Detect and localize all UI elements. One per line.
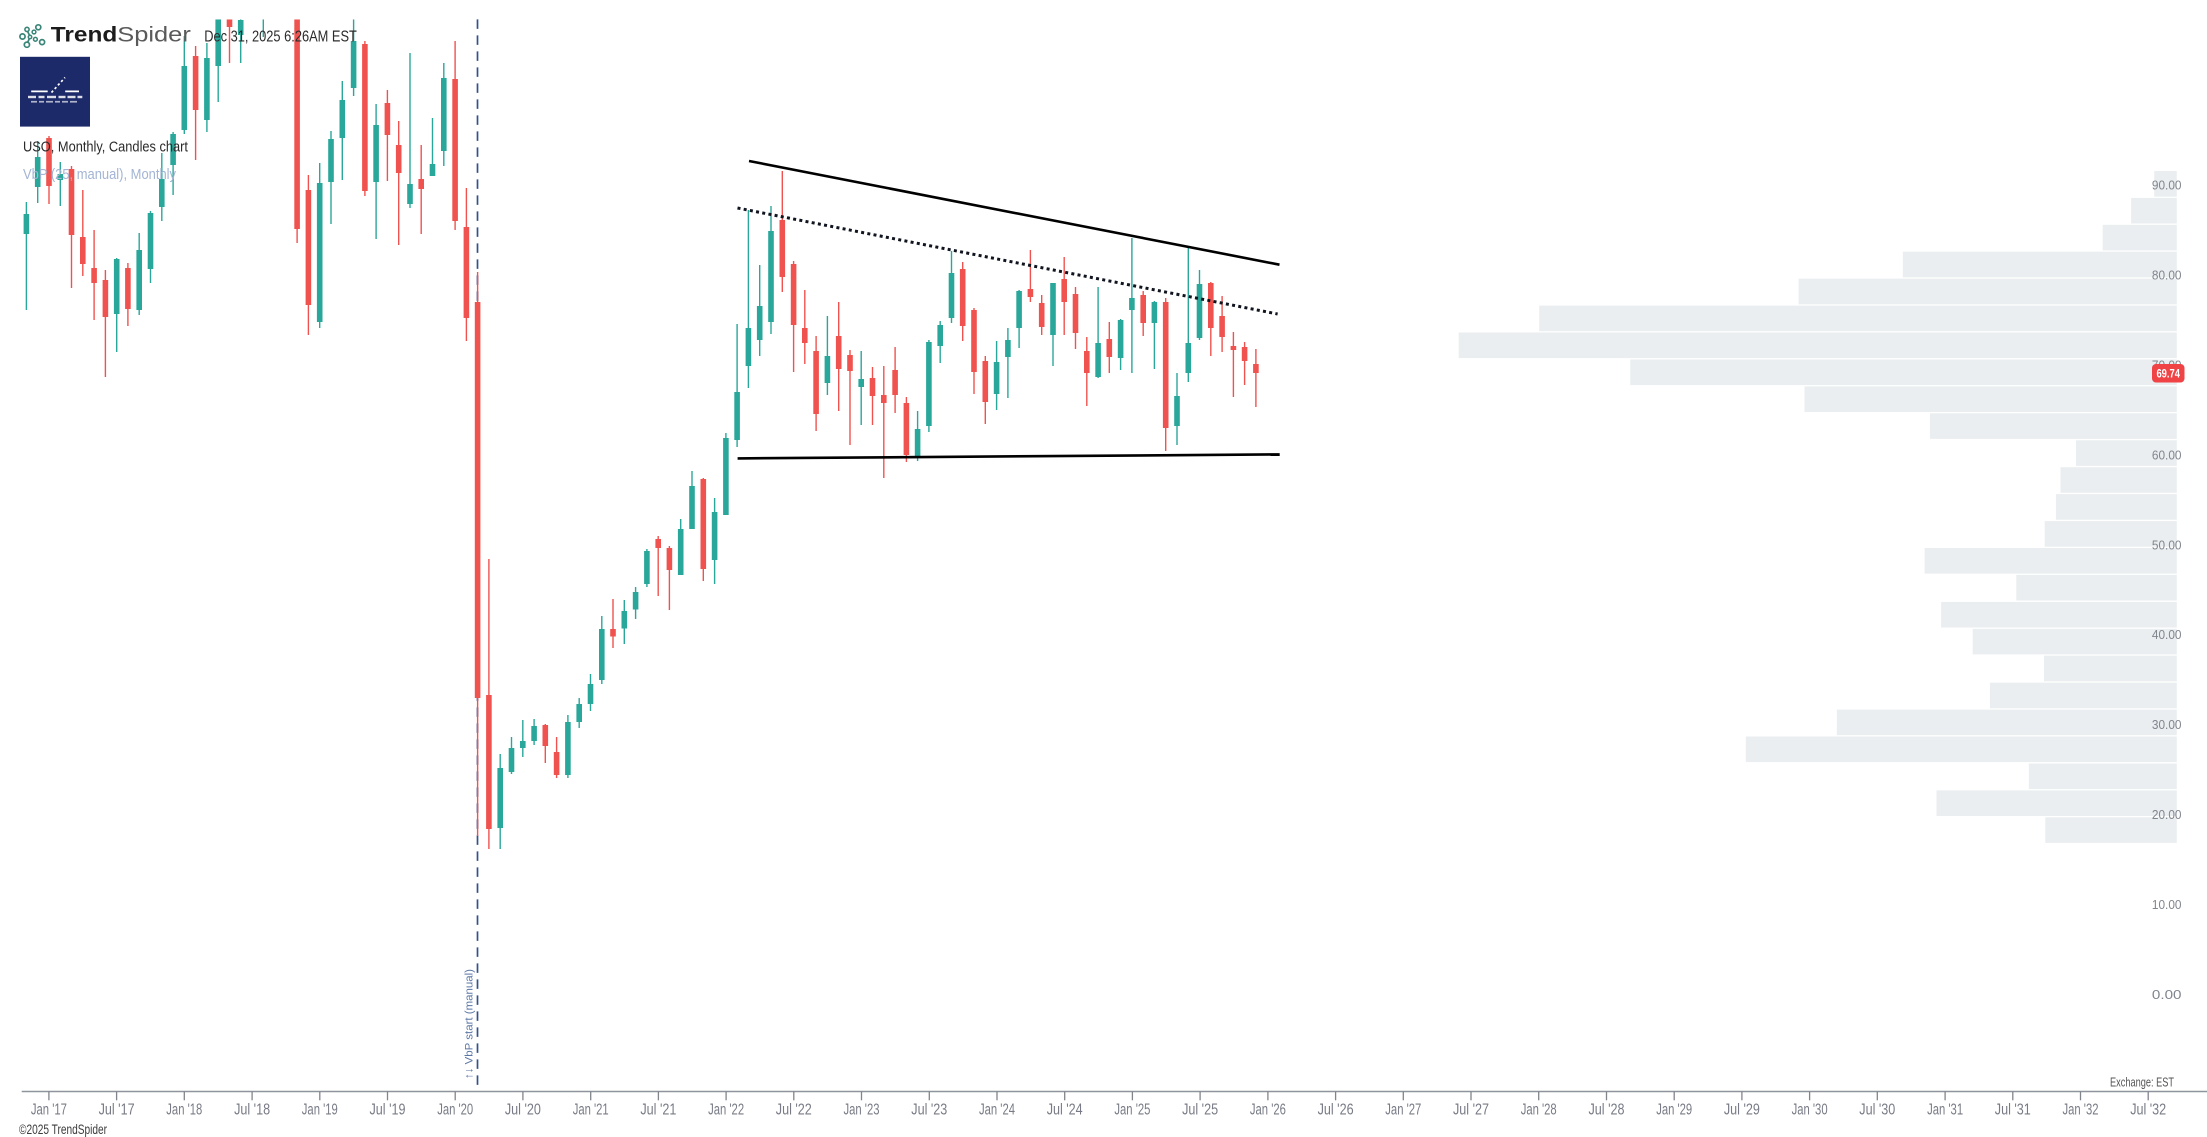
svg-text:Jan '24: Jan '24 <box>979 1102 1015 1119</box>
svg-text:Jan '28: Jan '28 <box>1521 1102 1557 1119</box>
svg-text:20.00: 20.00 <box>2152 807 2182 822</box>
svg-text:0.00: 0.00 <box>2152 987 2182 1002</box>
svg-text:©2025 TrendSpider: ©2025 TrendSpider <box>19 1122 107 1137</box>
svg-text:Jul '23: Jul '23 <box>911 1102 947 1119</box>
svg-text:VbP (25, manual), Monthly: VbP (25, manual), Monthly <box>23 167 177 183</box>
svg-text:Jan '22: Jan '22 <box>708 1102 744 1119</box>
svg-text:Jul '30: Jul '30 <box>1859 1102 1895 1119</box>
svg-text:Jul '17: Jul '17 <box>99 1102 135 1119</box>
svg-text:Jan '25: Jan '25 <box>1114 1102 1150 1119</box>
svg-text:Jan '18: Jan '18 <box>166 1102 202 1119</box>
svg-text:Jul '24: Jul '24 <box>1047 1102 1083 1119</box>
svg-text:USO, Monthly, Candles chart: USO, Monthly, Candles chart <box>23 140 188 156</box>
svg-text:69.74: 69.74 <box>2156 366 2180 380</box>
svg-text:Jan '26: Jan '26 <box>1250 1102 1286 1119</box>
svg-text:Jul '26: Jul '26 <box>1318 1102 1354 1119</box>
svg-text:10.00: 10.00 <box>2152 897 2182 912</box>
svg-text:Jul '27: Jul '27 <box>1453 1102 1489 1119</box>
svg-text:Jul '25: Jul '25 <box>1182 1102 1218 1119</box>
svg-text:Jan '31: Jan '31 <box>1927 1102 1963 1119</box>
svg-text:↑↓ VbP start (manual): ↑↓ VbP start (manual) <box>464 969 476 1079</box>
svg-text:40.00: 40.00 <box>2152 627 2182 642</box>
svg-text:Jan '19: Jan '19 <box>302 1102 338 1119</box>
svg-text:Jan '29: Jan '29 <box>1656 1102 1692 1119</box>
svg-text:60.00: 60.00 <box>2152 447 2182 462</box>
svg-text:Jul '20: Jul '20 <box>505 1102 541 1119</box>
svg-text:50.00: 50.00 <box>2152 537 2182 552</box>
svg-text:Jan '21: Jan '21 <box>573 1102 609 1119</box>
svg-text:Jan '32: Jan '32 <box>2063 1102 2099 1119</box>
svg-text:Jul '18: Jul '18 <box>234 1102 270 1119</box>
svg-text:Jul '22: Jul '22 <box>776 1102 812 1119</box>
svg-text:Jul '31: Jul '31 <box>1995 1102 2031 1119</box>
svg-text:Jul '28: Jul '28 <box>1589 1102 1625 1119</box>
svg-text:Jan '27: Jan '27 <box>1385 1102 1421 1119</box>
svg-text:Jan '17: Jan '17 <box>31 1102 67 1119</box>
svg-text:Exchange: EST: Exchange: EST <box>2110 1076 2174 1090</box>
svg-text:80.00: 80.00 <box>2152 268 2182 283</box>
svg-text:Jan '20: Jan '20 <box>437 1102 473 1119</box>
svg-text:Jul '32: Jul '32 <box>2130 1102 2166 1119</box>
svg-text:30.00: 30.00 <box>2152 717 2182 732</box>
svg-text:Jul '21: Jul '21 <box>640 1102 676 1119</box>
svg-text:Jan '23: Jan '23 <box>844 1102 880 1119</box>
svg-text:Jan '30: Jan '30 <box>1792 1102 1828 1119</box>
svg-text:Jul '29: Jul '29 <box>1724 1102 1760 1119</box>
svg-text:90.00: 90.00 <box>2152 178 2182 193</box>
svg-text:Dec 31, 2025 6:26AM EST: Dec 31, 2025 6:26AM EST <box>204 29 357 46</box>
svg-text:Jul '19: Jul '19 <box>370 1102 406 1119</box>
svg-text:TrendSpider: TrendSpider <box>51 23 191 47</box>
